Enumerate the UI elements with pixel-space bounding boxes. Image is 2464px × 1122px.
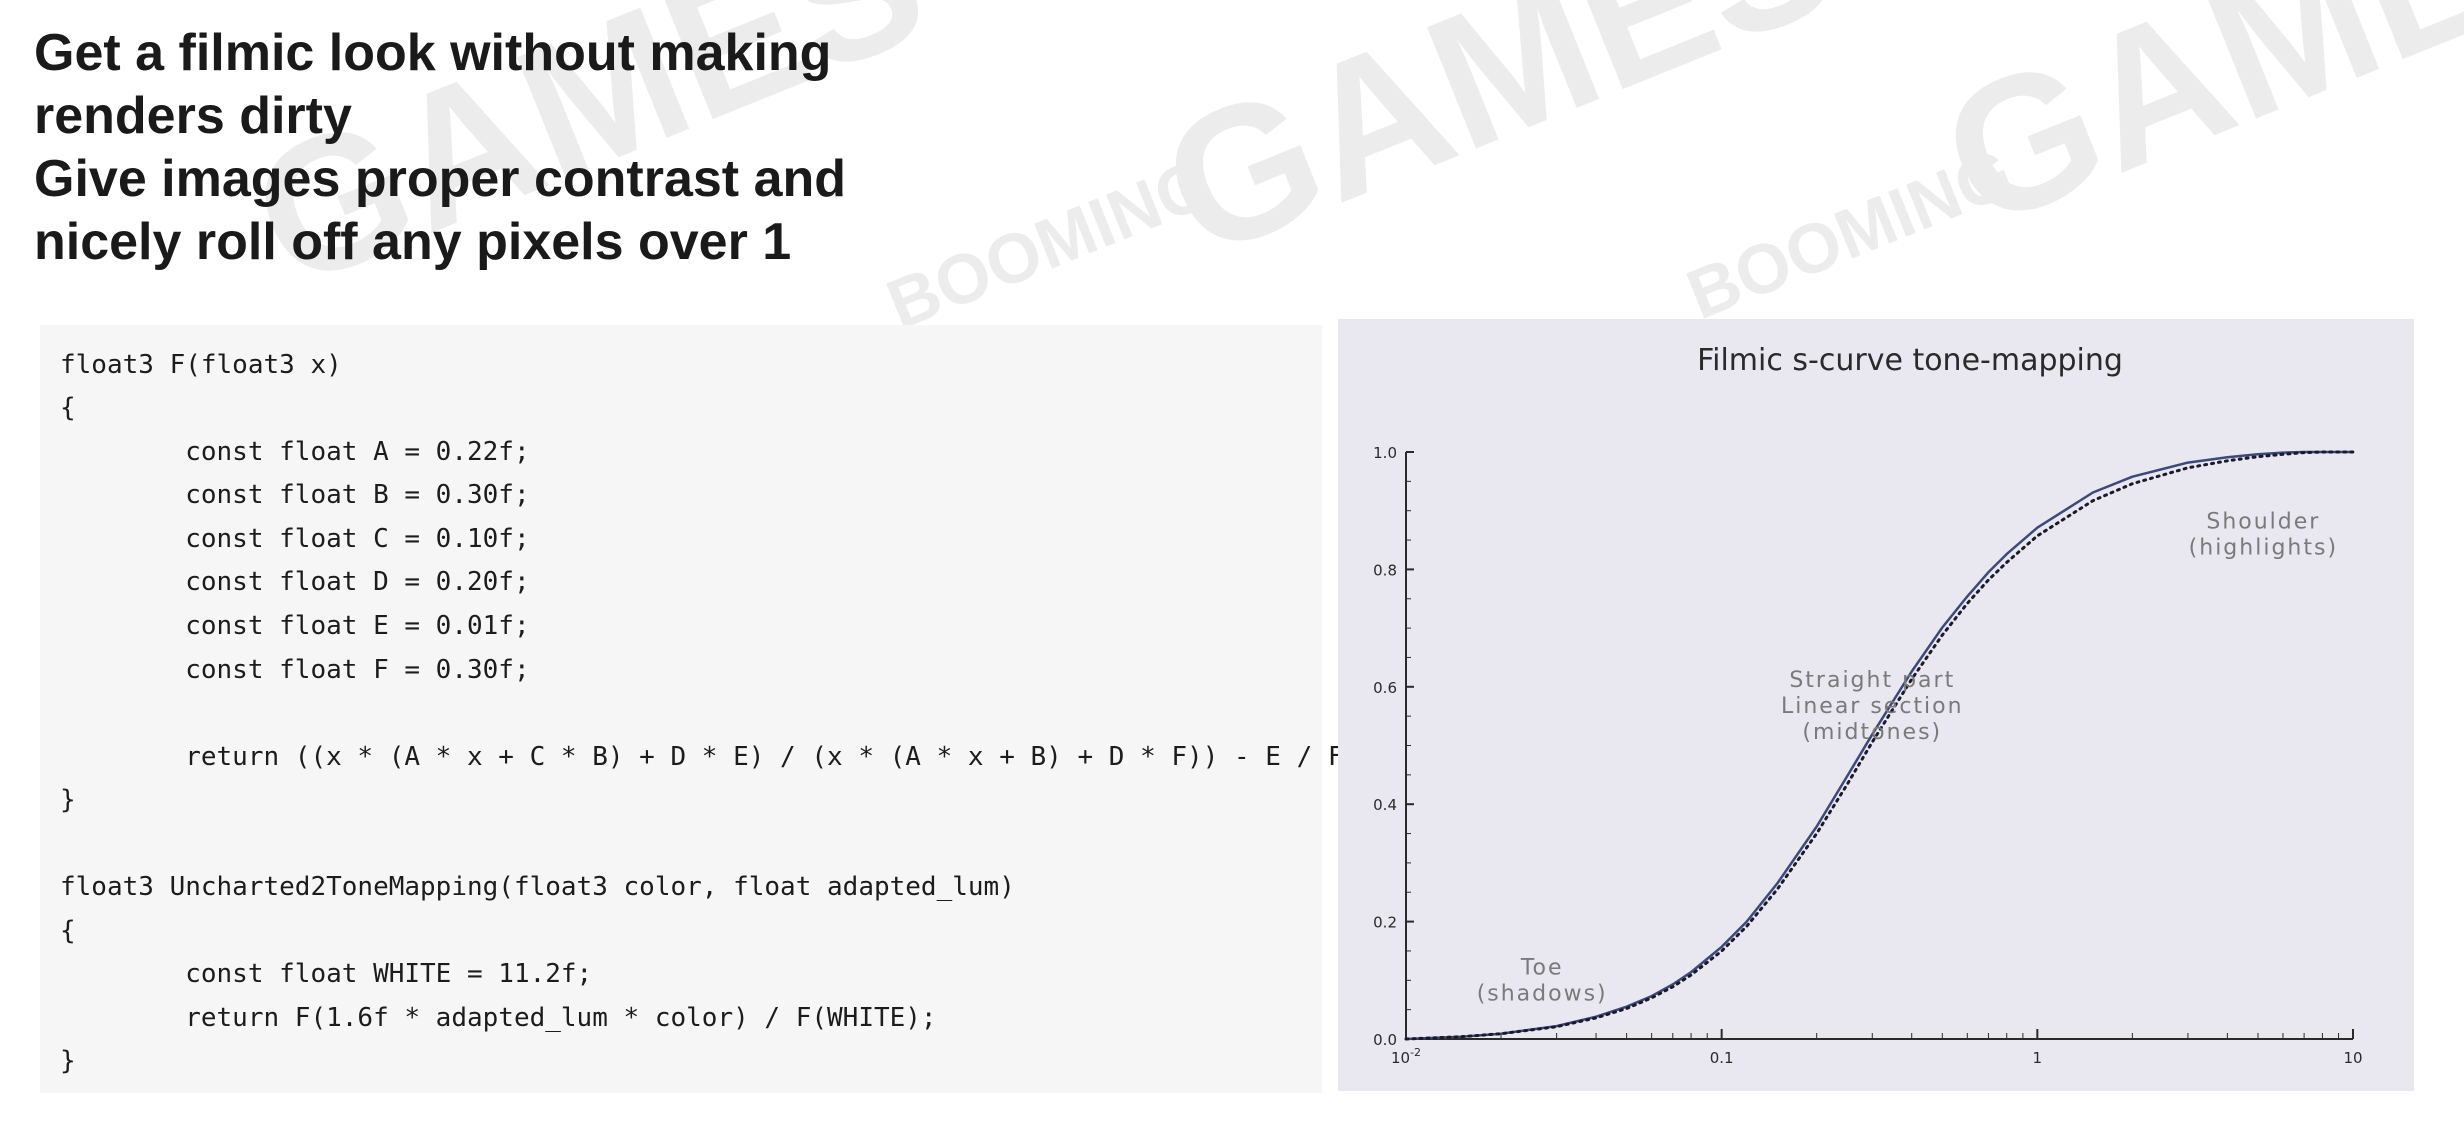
slide-headline: Get a filmic look without making renders… (34, 22, 934, 274)
chart-annotation-line: Shoulder (2206, 509, 2320, 534)
x-tick-label: 10 (2343, 1049, 2362, 1067)
chart-plot-area: 0.0 0.2 0.4 0.6 0.8 1.0 10-2 0.1 1 10 Shoulder (hig… (1373, 444, 2362, 1067)
code-line: { (60, 916, 76, 946)
solid-series-line (1405, 450, 2353, 1041)
code-line: const float E = 0.01f; (60, 611, 530, 641)
y-tick-label: 1.0 (1373, 444, 1397, 462)
y-tick-label: 0.8 (1373, 561, 1397, 579)
chart-annotation-line: Toe (1520, 955, 1564, 980)
y-tick-label: 0.2 (1373, 914, 1397, 932)
code-line: float3 Uncharted2ToneMapping(float3 colo… (60, 872, 1015, 902)
chart-annotation-line: Linear section (1781, 694, 1964, 719)
chart-annotation-line: Straight part (1789, 668, 1955, 693)
x-tick-label-exponent: -2 (1410, 1046, 1421, 1059)
chart-annotation: Shoulder (highlights) (2189, 509, 2338, 560)
code-line: return F(1.6f * adapted_lum * color) / F… (60, 1003, 937, 1033)
headline-line: Get a filmic look without making (34, 24, 832, 82)
chart-annotation-line: (shadows) (1477, 981, 1608, 1006)
chart-annotation: Toe (shadows) (1477, 955, 1608, 1006)
headline-line: nicely roll off any pixels over 1 (34, 213, 792, 271)
code-line: } (60, 785, 76, 815)
code-line: return ((x * (A * x + C * B) + D * E) / … (60, 742, 1360, 772)
chart-title: Filmic s-curve tone-mapping (1697, 343, 2123, 378)
code-line: const float WHITE = 11.2f; (60, 959, 593, 989)
code-line: const float B = 0.30f; (60, 480, 530, 510)
headline-line: renders dirty (34, 87, 352, 145)
headline-line: Give images proper contrast and (34, 150, 847, 208)
code-block: float3 F(float3 x) { const float A = 0.2… (40, 325, 1359, 1093)
code-line: const float F = 0.30f; (60, 655, 530, 685)
y-tick-label: 0.0 (1373, 1031, 1397, 1049)
code-line: const float A = 0.22f; (60, 437, 530, 467)
chart-svg: Filmic s-curve tone-mapping 0.0 0.2 0.4 0.6… (1373, 343, 2362, 1067)
x-tick-label: 10-2 (1391, 1046, 1421, 1067)
code-line: const float C = 0.10f; (60, 524, 530, 554)
chart-annotation-line: (highlights) (2189, 535, 2338, 560)
dotted-series-line (1404, 450, 2355, 1041)
watermark-sub-2: BOOMING (1676, 133, 2023, 334)
code-line: { (60, 393, 76, 423)
code-line: float3 F(float3 x) (60, 350, 342, 380)
code-line: } (60, 1046, 76, 1076)
watermark-text-3: GAMES (1916, 0, 2464, 268)
y-tick-label: 0.4 (1373, 796, 1397, 814)
watermark-text-2: GAMES (1136, 0, 1861, 298)
chart-annotation-line: (midtones) (1802, 720, 1942, 745)
y-tick-label: 0.6 (1373, 679, 1397, 697)
x-tick-label: 0.1 (1710, 1049, 1734, 1067)
x-tick-label: 1 (2033, 1049, 2043, 1067)
chart-annotation: Straight part Linear section (midtones) (1781, 668, 1964, 745)
code-line: const float D = 0.20f; (60, 567, 530, 597)
tone-mapping-chart: Filmic s-curve tone-mapping 0.0 0.2 0.4 0.6… (1338, 319, 2414, 1091)
